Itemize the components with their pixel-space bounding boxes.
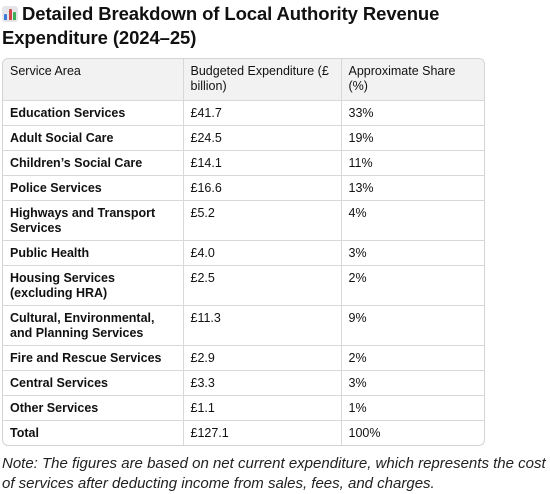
cell-approximate-share: 2% xyxy=(341,345,484,371)
cell-service-area: Other Services xyxy=(3,395,184,421)
cell-approximate-share: 33% xyxy=(341,100,484,126)
cell-budgeted-expenditure: £11.3 xyxy=(183,305,342,346)
cell-budgeted-expenditure: £2.9 xyxy=(183,345,342,371)
page-title-text: Detailed Breakdown of Local Authority Re… xyxy=(2,3,440,48)
cell-budgeted-expenditure: £5.2 xyxy=(183,200,342,241)
cell-service-area: Public Health xyxy=(3,240,184,266)
table-row: Fire and Rescue Services £2.9 2% xyxy=(3,345,484,371)
cell-budgeted-expenditure: £3.3 xyxy=(183,370,342,396)
table-row: Adult Social Care £24.5 19% xyxy=(3,125,484,151)
header-approximate-share: Approximate Share (%) xyxy=(341,59,484,101)
cell-budgeted-expenditure: £41.7 xyxy=(183,100,342,126)
footnote: Note: The figures are based on net curre… xyxy=(2,454,546,492)
cell-service-area: Central Services xyxy=(3,370,184,396)
cell-budgeted-expenditure: £4.0 xyxy=(183,240,342,266)
cell-service-area: Education Services xyxy=(3,100,184,126)
table-row: Public Health £4.0 3% xyxy=(3,240,484,266)
cell-approximate-share: 3% xyxy=(341,370,484,396)
cell-approximate-share: 11% xyxy=(341,150,484,176)
cell-budgeted-expenditure: £127.1 xyxy=(183,420,342,445)
page-title: Detailed Breakdown of Local Authority Re… xyxy=(2,2,550,50)
cell-service-area: Children’s Social Care xyxy=(3,150,184,176)
table-row: Children’s Social Care £14.1 11% xyxy=(3,150,484,176)
cell-service-area: Adult Social Care xyxy=(3,125,184,151)
header-service-area: Service Area xyxy=(3,59,184,101)
table-row: Housing Services (excluding HRA) £2.5 2% xyxy=(3,265,484,306)
table-row: Central Services £3.3 3% xyxy=(3,370,484,396)
cell-approximate-share: 2% xyxy=(341,265,484,306)
title-block: Detailed Breakdown of Local Authority Re… xyxy=(2,0,550,52)
table-row: Total £127.1 100% xyxy=(3,420,484,445)
cell-budgeted-expenditure: £24.5 xyxy=(183,125,342,151)
cell-budgeted-expenditure: £16.6 xyxy=(183,175,342,201)
cell-service-area: Housing Services (excluding HRA) xyxy=(3,265,184,306)
header-budgeted-expenditure: Budgeted Expenditure (£ billion) xyxy=(183,59,342,101)
table-row: Education Services £41.7 33% xyxy=(3,100,484,126)
cell-approximate-share: 9% xyxy=(341,305,484,346)
expenditure-table-container: Service Area Budgeted Expenditure (£ bil… xyxy=(2,58,485,446)
cell-approximate-share: 4% xyxy=(341,200,484,241)
cell-approximate-share: 13% xyxy=(341,175,484,201)
cell-service-area: Highways and Transport Services xyxy=(3,200,184,241)
cell-service-area: Cultural, Environmental, and Planning Se… xyxy=(3,305,184,346)
expenditure-table: Service Area Budgeted Expenditure (£ bil… xyxy=(3,59,484,445)
bar-chart-icon xyxy=(2,6,18,22)
table-row: Highways and Transport Services £5.2 4% xyxy=(3,200,484,241)
cell-service-area: Total xyxy=(3,420,184,445)
cell-approximate-share: 19% xyxy=(341,125,484,151)
cell-service-area: Police Services xyxy=(3,175,184,201)
cell-approximate-share: 1% xyxy=(341,395,484,421)
cell-approximate-share: 100% xyxy=(348,425,381,440)
cell-budgeted-expenditure: £1.1 xyxy=(183,395,342,421)
table-header-row: Service Area Budgeted Expenditure (£ bil… xyxy=(3,59,484,101)
cell-approximate-share: 3% xyxy=(341,240,484,266)
table-row: Cultural, Environmental, and Planning Se… xyxy=(3,305,484,346)
cell-budgeted-expenditure: £2.5 xyxy=(183,265,342,306)
table-row: Police Services £16.6 13% xyxy=(3,175,484,201)
cell-service-area: Fire and Rescue Services xyxy=(3,345,184,371)
table-row: Other Services £1.1 1% xyxy=(3,395,484,421)
cell-budgeted-expenditure: £14.1 xyxy=(183,150,342,176)
